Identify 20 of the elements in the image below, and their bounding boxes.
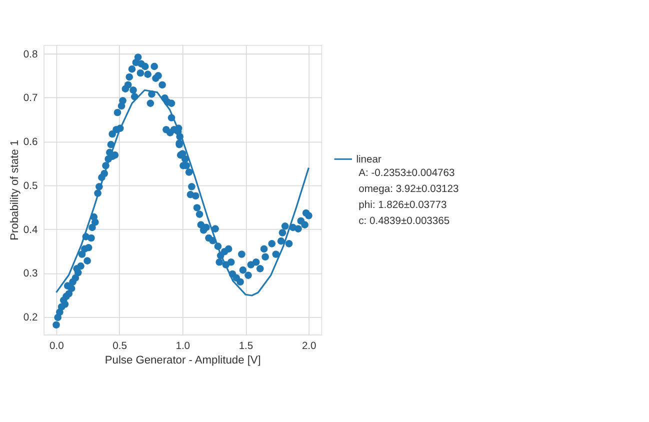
text: phi: 1.826±0.03773: [358, 200, 447, 211]
x-tick-label: 1.5: [238, 341, 254, 352]
y-tick-label: 0.5: [23, 180, 38, 192]
y-axis-title: Probability of state 1: [8, 140, 21, 240]
y-tick-label: 0.7: [23, 93, 38, 104]
text: c: 0.4839±0.003365: [358, 216, 450, 227]
line-series: [55, 89, 310, 296]
legend-label: linear: [356, 154, 382, 166]
x-tick-label: 0.5: [112, 341, 128, 352]
y-tick-label: 0.8: [23, 49, 38, 60]
text: omega: 3.92±0.03123: [358, 184, 460, 196]
y-tick-label: 0.2: [23, 312, 38, 324]
y-tick-label: 0.6: [23, 137, 38, 148]
x-tick-label: 0.0: [49, 341, 64, 352]
x-axis-title: Pulse Generator - Amplitude [V]: [104, 354, 261, 366]
x-tick-label: 1.0: [176, 341, 190, 352]
x-tick-label: 2.0: [302, 341, 317, 352]
y-tick-label: 0.3: [23, 268, 38, 280]
y-tick-label: 0.4: [23, 224, 38, 236]
text: A: -0.2353±0.004763: [358, 168, 455, 180]
